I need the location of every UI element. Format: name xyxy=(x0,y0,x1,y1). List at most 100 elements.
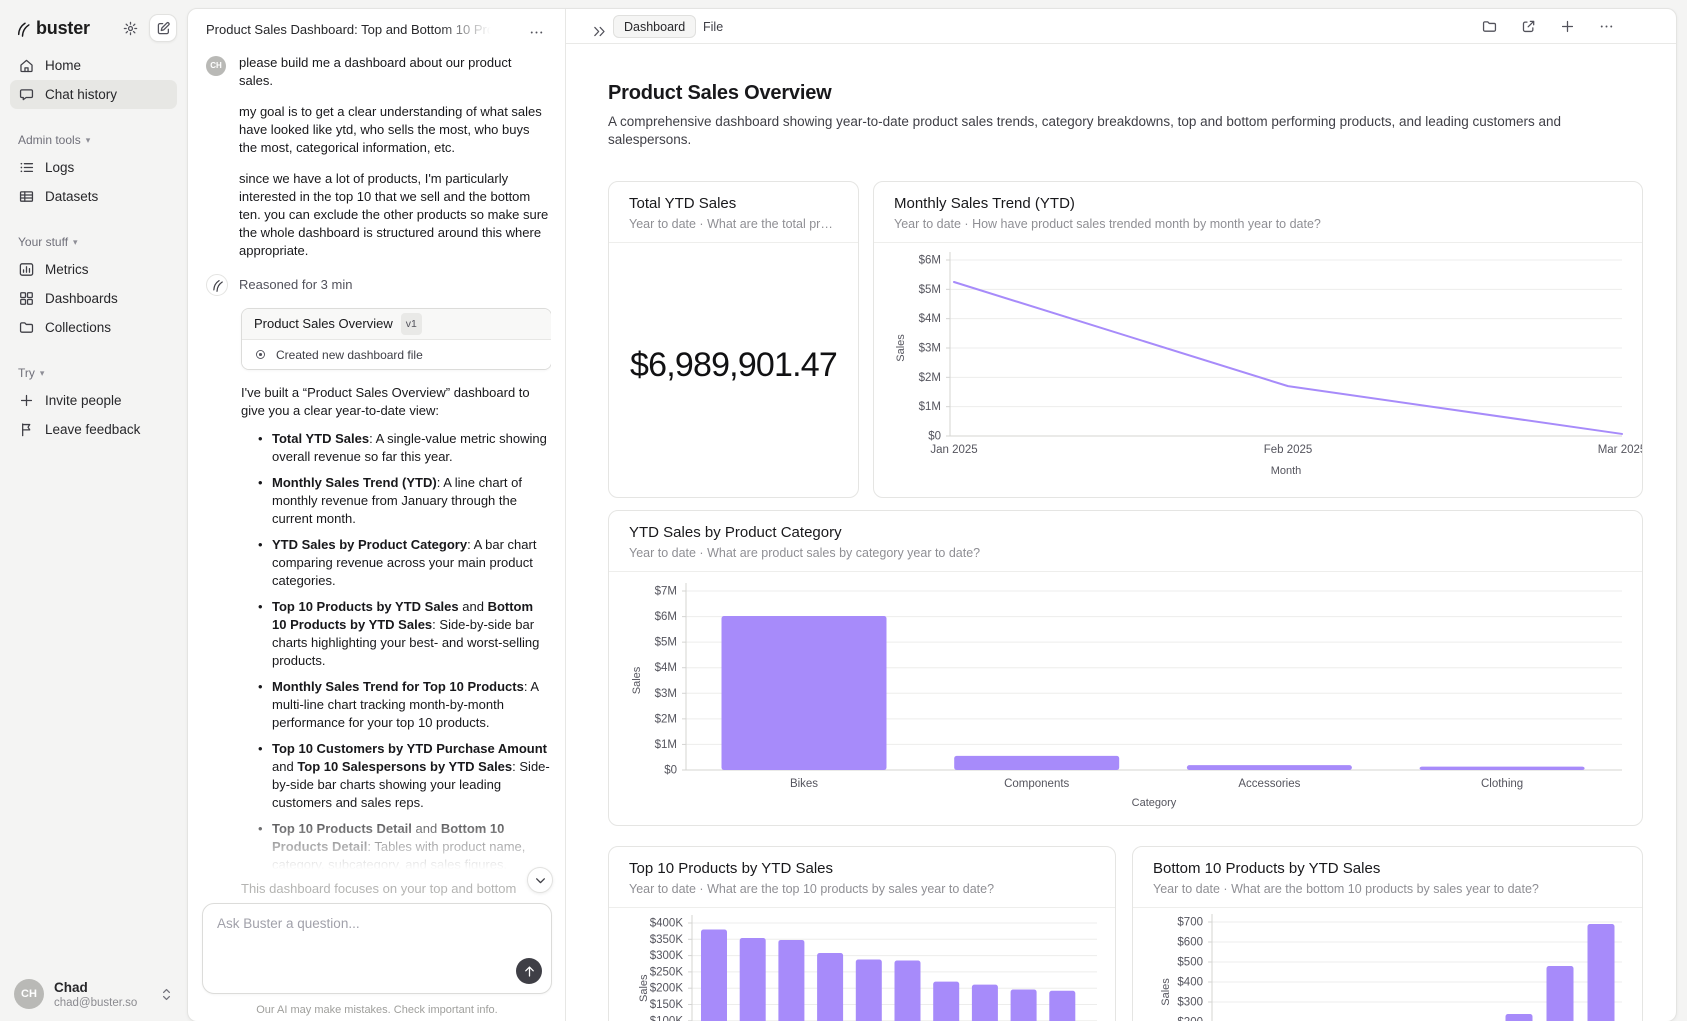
tab-file[interactable]: File xyxy=(703,19,724,34)
send-button[interactable] xyxy=(516,958,542,984)
settings-gear-button[interactable] xyxy=(117,15,143,41)
svg-text:$250K: $250K xyxy=(650,966,684,978)
sidebar-item-label: Chat history xyxy=(45,87,118,102)
sidebar-item-dashboards[interactable]: Dashboards xyxy=(10,284,177,313)
chat-message-list: CH please build me a dashboard about our … xyxy=(206,54,551,881)
svg-text:Bikes: Bikes xyxy=(790,778,818,790)
version-badge: v1 xyxy=(400,313,422,335)
scroll-to-bottom-button[interactable] xyxy=(527,867,553,893)
svg-text:$3M: $3M xyxy=(655,688,677,700)
section-label: Try xyxy=(18,366,35,380)
buster-logo-icon xyxy=(14,20,31,37)
dashboard-panel: Dashboard File Product Sales Overview A … xyxy=(566,9,1676,1021)
save-to-collection-button[interactable] xyxy=(1479,16,1499,36)
card-subtitle: Year to date · What are the top 10 produ… xyxy=(629,882,995,896)
chat-header: Product Sales Dashboard: Top and Bottom … xyxy=(188,9,565,45)
sidebar-item-leave-feedback[interactable]: Leave feedback xyxy=(10,415,177,444)
sidebar-item-home[interactable]: Home xyxy=(10,51,177,80)
new-chat-button[interactable] xyxy=(149,14,177,42)
more-options-button[interactable] xyxy=(1596,16,1616,36)
sidebar-item-chat-history[interactable]: Chat history xyxy=(10,80,177,109)
list-item: • Top 10 Products Detail and Bottom 10 Pr… xyxy=(258,821,526,872)
svg-text:$200K: $200K xyxy=(650,983,684,995)
status-dot-icon xyxy=(254,348,267,361)
sidebar-item-label: Collections xyxy=(45,320,112,335)
chat-title-fade xyxy=(438,19,508,41)
brand-name: buster xyxy=(36,17,90,38)
chat-menu-button[interactable] xyxy=(523,19,549,45)
home-icon xyxy=(18,57,35,74)
sidebar-item-invite-people[interactable]: Invite people xyxy=(10,386,177,415)
svg-text:$200: $200 xyxy=(1177,1017,1203,1021)
metric-card-total-ytd-sales[interactable]: Total YTD Sales Year to date · What are … xyxy=(608,181,859,498)
bullet-dot: • xyxy=(258,537,263,552)
svg-text:$2M: $2M xyxy=(655,713,677,725)
sidebar-item-metrics[interactable]: Metrics xyxy=(10,255,177,284)
sidebar-item-logs[interactable]: Logs xyxy=(10,153,177,182)
sidebar-item-collections[interactable]: Collections xyxy=(10,313,177,342)
svg-text:$5M: $5M xyxy=(655,637,677,649)
chart-card-top-10-products[interactable]: Top 10 Products by YTD Sales Year to dat… xyxy=(608,846,1116,1021)
share-button[interactable] xyxy=(1518,16,1538,36)
svg-text:$5M: $5M xyxy=(919,284,941,296)
plus-icon xyxy=(1559,18,1576,35)
chat-title: Product Sales Dashboard: Top and Bottom … xyxy=(206,22,506,37)
chart-card-monthly-sales-trend[interactable]: Monthly Sales Trend (YTD) Year to date ·… xyxy=(873,181,1643,498)
svg-text:Accessories: Accessories xyxy=(1238,778,1300,790)
assistant-bullet-list: • Total YTD Sales: A single-value metric … xyxy=(241,430,551,874)
sidebar-item-label: Dashboards xyxy=(45,291,118,306)
bullet-dot: • xyxy=(258,679,263,694)
user-menu[interactable]: CH Chad chad@buster.so xyxy=(14,979,175,1009)
sidebar-item-label: Datasets xyxy=(45,189,99,204)
sidebar-section-your-stuff[interactable]: Your stuff ▾ xyxy=(10,233,177,251)
svg-text:$300K: $300K xyxy=(650,950,684,962)
svg-text:Feb 2025: Feb 2025 xyxy=(1264,444,1313,456)
svg-text:$4M: $4M xyxy=(655,662,677,674)
file-title: Product Sales Overview xyxy=(254,316,393,331)
chat-input-container xyxy=(202,903,552,994)
list-item: • Top 10 Customers by YTD Purchase Amount… xyxy=(258,741,550,810)
bar-chart-ytd-sales-by-category: $0 $1M $2M $3M $4M $5M $6M $7M Sales Category Bike… xyxy=(609,563,1642,825)
bullet-dot: • xyxy=(258,821,263,836)
caret-down-icon: ▾ xyxy=(85,134,91,145)
svg-text:$1M: $1M xyxy=(919,401,941,413)
sidebar-section-admin-tools[interactable]: Admin tools ▾ xyxy=(10,131,177,149)
caret-down-icon: ▾ xyxy=(73,236,78,247)
list-item: • Monthly Sales Trend for Top 10 Products… xyxy=(258,679,539,730)
line-chart-monthly-sales-trend: $0 $1M $2M $3M $4M $5M $6M Sales Month Jan 2025 Fe… xyxy=(874,234,1642,497)
workspace-card: Product Sales Dashboard: Top and Bottom … xyxy=(187,8,1677,1021)
chat-truncated-line: This dashboard focuses on your top and b… xyxy=(241,881,517,896)
chat-input[interactable] xyxy=(203,904,551,962)
avatar: CH xyxy=(206,56,226,76)
file-status: Created new dashboard file xyxy=(276,347,423,362)
assistant-summary-intro: I've built a “Product Sales Overview” da… xyxy=(241,385,530,418)
avatar: CH xyxy=(14,979,44,1009)
sidebar-item-label: Logs xyxy=(45,160,75,175)
collapse-panel-button[interactable] xyxy=(586,18,612,44)
page-description: A comprehensive dashboard showing year-t… xyxy=(608,114,1562,147)
svg-text:Sales: Sales xyxy=(895,334,907,362)
chart-card-ytd-sales-by-category[interactable]: YTD Sales by Product Category Year to da… xyxy=(608,510,1643,826)
svg-text:$300: $300 xyxy=(1177,997,1203,1009)
sidebar-item-label: Leave feedback xyxy=(45,422,141,437)
dashboard-file-card[interactable]: Product Sales Overview v1 Created new dash… xyxy=(241,308,551,370)
user-email: chad@buster.so xyxy=(54,996,138,1009)
add-button[interactable] xyxy=(1557,16,1577,36)
page-title: Product Sales Overview xyxy=(608,82,832,104)
caret-down-icon: ▾ xyxy=(39,367,45,378)
ellipsis-icon xyxy=(1598,18,1615,35)
assistant-reasoned-row[interactable]: Reasoned for 3 min xyxy=(206,274,551,296)
sidebar-item-datasets[interactable]: Datasets xyxy=(10,182,177,211)
chevron-down-icon xyxy=(532,872,549,889)
gear-icon xyxy=(122,20,139,37)
chart-card-bottom-10-products[interactable]: Bottom 10 Products by YTD Sales Year to … xyxy=(1132,846,1643,1021)
sidebar-section-try[interactable]: Try ▾ xyxy=(10,364,177,382)
svg-text:$600: $600 xyxy=(1177,937,1203,949)
svg-text:Sales: Sales xyxy=(638,974,650,1002)
grid-icon xyxy=(18,290,35,307)
svg-text:Components: Components xyxy=(1004,778,1069,790)
tab-dashboard[interactable]: Dashboard xyxy=(613,15,697,38)
sidebar-item-label: Home xyxy=(45,58,82,73)
